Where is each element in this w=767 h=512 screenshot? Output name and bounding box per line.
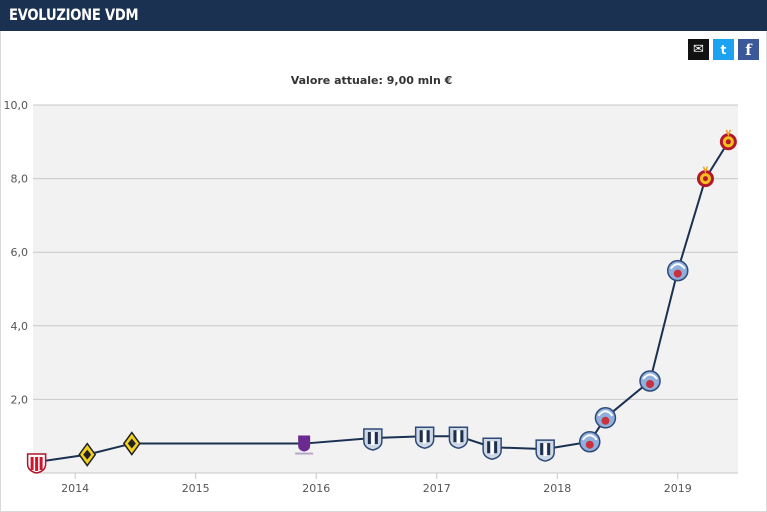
- yellow-black-crest-icon[interactable]: [78, 442, 97, 467]
- blue-white-crest-icon[interactable]: [482, 437, 502, 461]
- red-white-crest-icon[interactable]: [26, 453, 47, 474]
- facebook-icon: f: [745, 40, 752, 59]
- mail-icon: ✉: [693, 42, 704, 57]
- x-tick-label: 2016: [302, 482, 330, 495]
- twitter-icon: t: [720, 42, 727, 57]
- y-tick-label: 4,0: [11, 320, 29, 333]
- x-tick-label: 2017: [423, 482, 451, 495]
- blue-white-crest-icon[interactable]: [363, 428, 383, 451]
- yellow-black-crest-icon[interactable]: [122, 431, 141, 456]
- share-twitter-button[interactable]: t: [713, 39, 734, 60]
- widget-title: EVOLUZIONE VDM: [9, 5, 139, 24]
- purple-crest-icon[interactable]: [295, 435, 314, 455]
- plot-area: [33, 105, 738, 473]
- red-yellow-crest-icon[interactable]: [719, 129, 737, 151]
- share-facebook-button[interactable]: f: [738, 39, 759, 60]
- blue-white-crest-icon[interactable]: [414, 426, 435, 449]
- blue-red-crest-icon[interactable]: [594, 407, 617, 429]
- share-mail-button[interactable]: ✉: [688, 39, 709, 60]
- red-yellow-crest-icon[interactable]: [696, 166, 714, 188]
- y-tick-label: 8,0: [11, 173, 29, 186]
- y-tick-label: 6,0: [11, 246, 29, 259]
- x-tick-label: 2014: [61, 482, 89, 495]
- blue-white-crest-icon[interactable]: [448, 426, 469, 449]
- y-tick-label: 10,0: [4, 99, 29, 112]
- chart-title: Valore attuale: 9,00 mln €: [290, 74, 453, 87]
- widget-header: EVOLUZIONE VDM: [0, 0, 767, 31]
- x-tick-label: 2015: [182, 482, 210, 495]
- blue-white-crest-icon[interactable]: [535, 439, 555, 462]
- x-tick-label: 2019: [664, 482, 692, 495]
- blue-red-crest-icon[interactable]: [639, 370, 661, 392]
- blue-red-crest-icon[interactable]: [579, 430, 601, 453]
- y-tick-label: 2,0: [11, 393, 29, 406]
- blue-red-crest-icon[interactable]: [666, 259, 689, 282]
- x-tick-label: 2018: [543, 482, 571, 495]
